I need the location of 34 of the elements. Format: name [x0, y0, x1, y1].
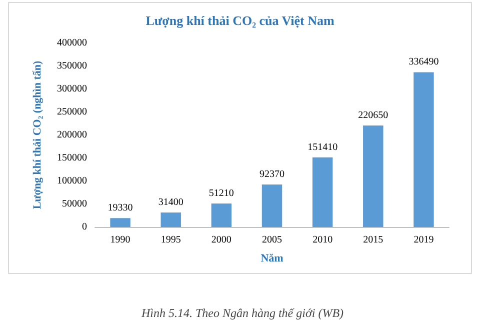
bar [363, 126, 384, 227]
data-label: 19330 [108, 202, 133, 214]
x-tick-label: 1990 [110, 234, 130, 246]
y-tick-label: 100000 [57, 176, 87, 186]
data-label: 51210 [208, 188, 234, 199]
x-axis-title: Năm [260, 252, 284, 264]
data-label: 92370 [260, 169, 284, 180]
x-tick-label: 2019 [414, 234, 434, 246]
y-tick-label: 400000 [57, 38, 87, 48]
bar [312, 157, 333, 227]
text: Hình 5.14. Theo Ngân hàng thế giới (WB) [140, 306, 345, 321]
data-label: 220650 [358, 110, 388, 121]
y-tick-label: 0 [82, 222, 87, 232]
bar [160, 212, 181, 227]
bar [211, 203, 232, 227]
chart-title: Lượng khí thải CO₂ của Việt Nam [146, 13, 334, 28]
x-tick-label: 1995 [160, 234, 181, 246]
y-tick-label: 350000 [57, 60, 87, 72]
y-tick-label: 200000 [57, 130, 87, 140]
y-tick-label: 250000 [57, 106, 87, 118]
data-label: 31400 [158, 197, 184, 208]
y-tick-label: 150000 [57, 152, 87, 164]
y-tick-label: 300000 [57, 84, 87, 94]
y-axis-title: Lượng khí thải CO₂ (nghìn tấn) [32, 60, 44, 210]
data-label: 336490 [408, 56, 439, 68]
y-tick-label: 50000 [62, 198, 87, 210]
bar [262, 184, 282, 227]
x-tick-label: 2000 [211, 234, 232, 246]
bar [414, 72, 434, 227]
x-tick-label: 2005 [262, 234, 282, 246]
x-tick-label: 2010 [312, 234, 333, 246]
data-label: 151410 [308, 142, 338, 153]
bar [110, 218, 130, 227]
x-tick-label: 2015 [363, 234, 384, 246]
